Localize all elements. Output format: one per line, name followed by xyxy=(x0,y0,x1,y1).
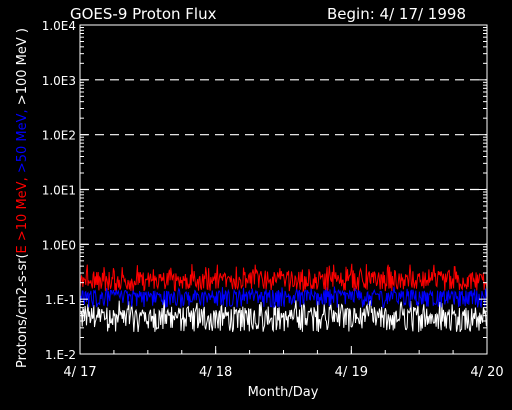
y-tick-label: 1.0E2 xyxy=(42,129,76,143)
y-tick-label: 1.0E0 xyxy=(42,238,76,252)
chart-subtitle: Begin: 4/ 17/ 1998 xyxy=(327,5,466,23)
x-tick-label: 4/ 19 xyxy=(335,365,368,380)
series-line-10mev xyxy=(79,263,488,293)
x-axis-ticks: 4/ 17 4/ 18 4/ 19 4/ 20 xyxy=(63,346,504,380)
x-tick-label: 4/ 17 xyxy=(63,365,96,380)
chart-title: GOES-9 Proton Flux xyxy=(70,5,217,23)
y-axis-label: Protons/cm2-s-sr(E >10 MeV, >50 MeV, >10… xyxy=(15,28,30,368)
y-axis-label-part: >50 MeV, xyxy=(15,105,30,173)
y-tick-label: 1.E-2 xyxy=(45,348,76,362)
y-tick-label: 1.E-1 xyxy=(45,293,76,307)
series-line-50mev xyxy=(79,286,488,309)
x-axis-label: Month/Day xyxy=(248,385,319,400)
y-axis-label-part: Protons/cm2-s-sr( xyxy=(15,253,30,368)
y-tick-label: 1.0E1 xyxy=(42,184,76,198)
grid-lines xyxy=(80,79,487,245)
x-tick-label: 4/ 20 xyxy=(470,365,503,380)
y-axis-ticks: 1.E-2 1.E-1 1.0E0 1.0E1 1.0E2 1.0E3 1.0E4 xyxy=(42,19,487,362)
y-tick-label: 1.0E4 xyxy=(42,19,76,33)
y-axis-label-part: E >10 MeV, xyxy=(15,173,30,253)
data-series xyxy=(79,263,488,333)
y-tick-label: 1.0E3 xyxy=(42,74,76,88)
series-line-100mev xyxy=(79,298,488,333)
y-axis-label-part: >100 MeV ) xyxy=(15,28,30,105)
x-tick-label: 4/ 18 xyxy=(199,365,232,380)
